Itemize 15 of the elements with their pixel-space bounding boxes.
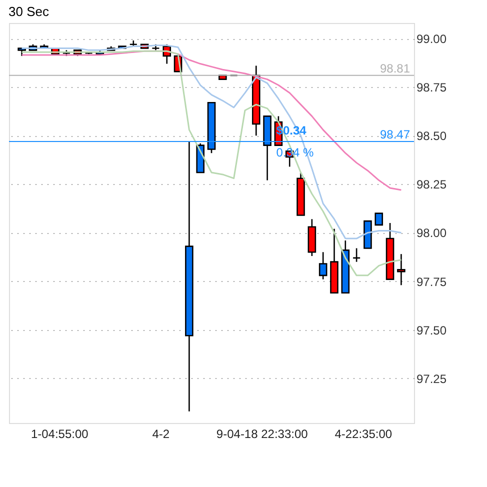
y-tick-label: 97.75 <box>416 274 447 289</box>
y-tick-label: 98.25 <box>416 178 447 192</box>
text: 1-04:55:00 <box>30 427 89 441</box>
ref-line-label: 98.47 <box>380 127 410 142</box>
y-tick-label: 97.50 <box>416 323 447 338</box>
y-tick-label: 98.00 <box>416 226 447 240</box>
y-tick-label: 98.75 <box>416 80 447 95</box>
ref-line-label: 98.81 <box>380 61 410 76</box>
y-tick-label: 97.25 <box>416 372 447 386</box>
text: 4-22:35:00 <box>334 427 392 441</box>
chart-title: 30 Sec <box>8 4 50 19</box>
text: 4-2 <box>152 427 170 441</box>
y-tick-label: 98.50 <box>416 129 447 144</box>
y-tick-label: 99.00 <box>416 32 447 46</box>
text: 9-04-18 22:33:00 <box>216 427 308 441</box>
